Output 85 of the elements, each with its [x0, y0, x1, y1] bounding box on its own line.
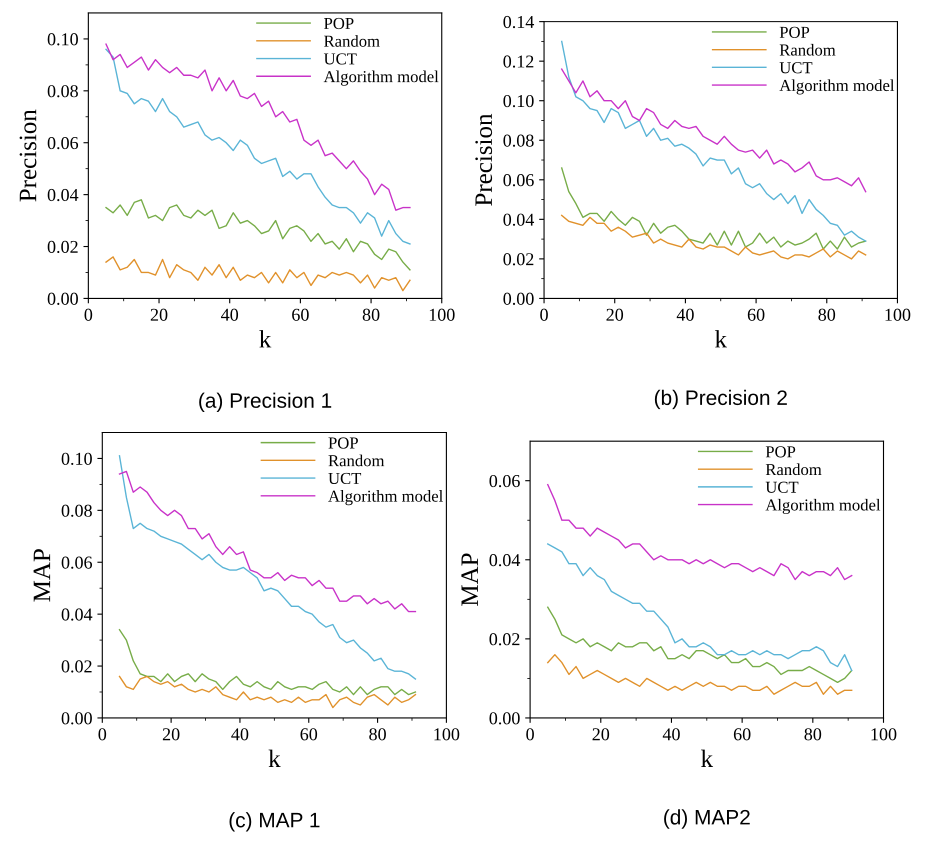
- y-tick-label: 0.02: [62, 660, 92, 673]
- x-tick-label: 80: [369, 728, 386, 740]
- x-tick-label: 0: [540, 308, 548, 321]
- y-axis-title: MAP: [34, 549, 50, 602]
- x-tick-label: 0: [526, 728, 534, 740]
- x-tick-label: 80: [362, 308, 380, 321]
- legend-label: Algorithm model: [324, 70, 438, 86]
- y-axis-title: Precision: [475, 114, 492, 206]
- x-tick-label: 60: [734, 728, 750, 740]
- legend-label: POP: [780, 26, 810, 38]
- y-tick-label: 0.14: [503, 16, 534, 28]
- y-tick-label: 0.04: [489, 554, 520, 566]
- text: (a) Precision 1: [199, 392, 332, 412]
- y-tick-label: 0.04: [48, 188, 78, 202]
- y-tick-label: 0.02: [48, 240, 78, 254]
- legend-label: POP: [328, 437, 358, 449]
- x-tick-label: 40: [676, 308, 694, 321]
- y-tick-label: 0.06: [62, 556, 92, 569]
- y-tick-label: 0.00: [503, 292, 534, 305]
- legend-label: UCT: [780, 62, 812, 74]
- legend-label: Random: [328, 454, 384, 466]
- x-tick-label: 0: [84, 308, 92, 321]
- line-series: [547, 654, 852, 695]
- y-axis-title: Precision: [20, 110, 36, 202]
- y-tick-label: 0.08: [62, 504, 92, 517]
- x-tick-label: 100: [885, 308, 910, 321]
- y-tick-label: 0.00: [62, 712, 92, 724]
- legend-label: POP: [324, 18, 354, 30]
- x-tick-label: 20: [592, 728, 610, 740]
- x-axis-title: k: [714, 330, 727, 348]
- x-tick-label: 80: [818, 308, 836, 321]
- y-tick-label: 0.02: [503, 253, 534, 266]
- y-tick-label: 0.00: [489, 712, 520, 724]
- x-axis-title: k: [701, 750, 714, 767]
- line-series: [118, 676, 416, 708]
- y-tick-label: 0.08: [503, 134, 534, 147]
- x-axis-title: k: [259, 330, 272, 348]
- x-tick-label: 60: [300, 728, 318, 740]
- x-tick-label: 100: [434, 728, 460, 740]
- legend-label: Random: [324, 35, 380, 47]
- y-tick-label: 0.10: [503, 94, 534, 108]
- text: (b) Precision 2: [654, 390, 787, 410]
- legend-label: Algorithm model: [779, 79, 894, 94]
- line-series: [105, 256, 411, 292]
- y-tick-label: 0.02: [489, 633, 520, 646]
- legend-label: Random: [780, 44, 836, 56]
- line-series: [547, 543, 852, 672]
- y-tick-label: 0.08: [48, 85, 78, 98]
- x-tick-label: 60: [748, 308, 764, 321]
- x-tick-label: 20: [150, 308, 168, 321]
- legend-label: POP: [766, 446, 796, 458]
- legend-label: Algorithm model: [328, 490, 443, 506]
- y-tick-label: 0.00: [48, 292, 78, 305]
- y-tick-label: 0.06: [503, 174, 534, 186]
- line-series: [547, 606, 852, 684]
- y-tick-label: 0.06: [48, 136, 78, 150]
- line-series: [561, 214, 866, 260]
- legend-label: Random: [766, 463, 822, 476]
- x-tick-label: 40: [231, 728, 248, 740]
- y-tick-label: 0.04: [503, 214, 534, 226]
- y-tick-label: 0.12: [503, 55, 534, 68]
- line-series: [105, 199, 411, 271]
- x-tick-label: 60: [292, 308, 309, 321]
- x-tick-label: 20: [606, 308, 624, 321]
- x-tick-label: 40: [221, 308, 238, 321]
- y-tick-label: 0.06: [489, 474, 520, 488]
- y-tick-label: 0.10: [62, 452, 92, 465]
- line-series: [561, 167, 866, 250]
- y-tick-label: 0.04: [62, 608, 92, 621]
- legend-label: UCT: [328, 472, 362, 484]
- line-series: [118, 629, 416, 696]
- x-tick-label: 80: [804, 728, 822, 740]
- legend-label: UCT: [766, 482, 798, 493]
- x-tick-label: 100: [430, 308, 455, 321]
- legend-label: Algorithm model: [765, 498, 880, 514]
- y-tick-label: 0.10: [48, 33, 78, 46]
- text: (c) MAP 1: [230, 812, 320, 832]
- text: (d) MAP2: [664, 809, 750, 829]
- y-axis-title: MAP: [461, 553, 478, 606]
- x-tick-label: 20: [162, 728, 180, 740]
- legend-label: UCT: [324, 53, 357, 65]
- x-axis-title: k: [268, 750, 281, 767]
- x-tick-label: 100: [872, 728, 896, 740]
- x-tick-label: 40: [662, 728, 680, 740]
- x-tick-label: 0: [98, 728, 106, 740]
